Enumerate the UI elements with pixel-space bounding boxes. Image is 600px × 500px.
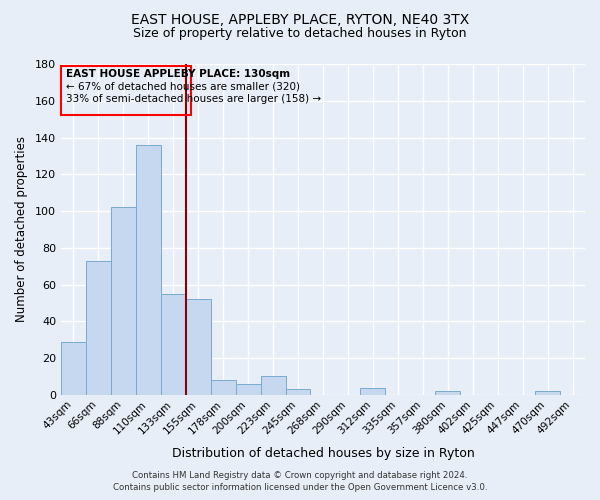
Bar [86,260,111,395]
Bar [161,294,186,395]
Bar [435,391,460,395]
Bar [61,342,86,395]
Bar [286,390,310,395]
Bar [61,66,191,116]
Bar [111,208,136,395]
Bar [186,300,211,395]
Text: ← 67% of detached houses are smaller (320): ← 67% of detached houses are smaller (32… [66,82,300,92]
Bar [535,391,560,395]
Y-axis label: Number of detached properties: Number of detached properties [15,136,28,322]
Text: Size of property relative to detached houses in Ryton: Size of property relative to detached ho… [133,28,467,40]
Text: 33% of semi-detached houses are larger (158) →: 33% of semi-detached houses are larger (… [66,94,321,104]
Bar [211,380,236,395]
Bar [136,145,161,395]
X-axis label: Distribution of detached houses by size in Ryton: Distribution of detached houses by size … [172,447,475,460]
Text: Contains HM Land Registry data © Crown copyright and database right 2024.
Contai: Contains HM Land Registry data © Crown c… [113,471,487,492]
Bar [361,388,385,395]
Bar [260,376,286,395]
Bar [236,384,260,395]
Text: EAST HOUSE APPLEBY PLACE: 130sqm: EAST HOUSE APPLEBY PLACE: 130sqm [66,68,290,78]
Text: EAST HOUSE, APPLEBY PLACE, RYTON, NE40 3TX: EAST HOUSE, APPLEBY PLACE, RYTON, NE40 3… [131,12,469,26]
